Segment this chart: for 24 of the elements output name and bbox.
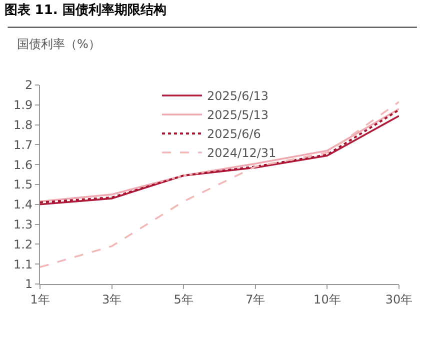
y-tick-label: 1.2	[14, 237, 33, 252]
y-tick-label: 2	[24, 78, 33, 92]
y-tick-label: 1.7	[14, 138, 33, 152]
y-tick-label: 1.4	[14, 198, 33, 212]
y-tick-label: 1	[24, 277, 33, 292]
y-tick-label: 1.6	[14, 158, 33, 172]
legend-label: 2024/12/31	[207, 146, 276, 160]
y-tick-label: 1.1	[14, 257, 33, 272]
y-tick-label: 1.8	[14, 118, 33, 132]
line-series	[40, 101, 399, 268]
y-tick-label: 1.9	[14, 98, 33, 112]
x-tick-label: 1年	[30, 292, 50, 306]
x-tick-label: 5年	[174, 292, 194, 306]
legend-label: 2025/6/13	[207, 89, 269, 104]
legend-label: 2025/6/6	[207, 127, 261, 142]
y-tick-label: 1.3	[14, 218, 33, 232]
y-tick-label: 1.5	[14, 178, 33, 192]
x-tick-label: 7年	[246, 292, 266, 306]
chart-title: 图表 11. 国债利率期限结构	[4, 2, 166, 18]
x-tick-label: 10年	[314, 292, 341, 306]
legend-label: 2025/5/13	[207, 108, 269, 122]
x-tick-label: 30年	[385, 292, 413, 306]
x-tick-label: 3年	[102, 292, 122, 306]
y-axis-title: 国债利率（%）	[17, 37, 100, 51]
